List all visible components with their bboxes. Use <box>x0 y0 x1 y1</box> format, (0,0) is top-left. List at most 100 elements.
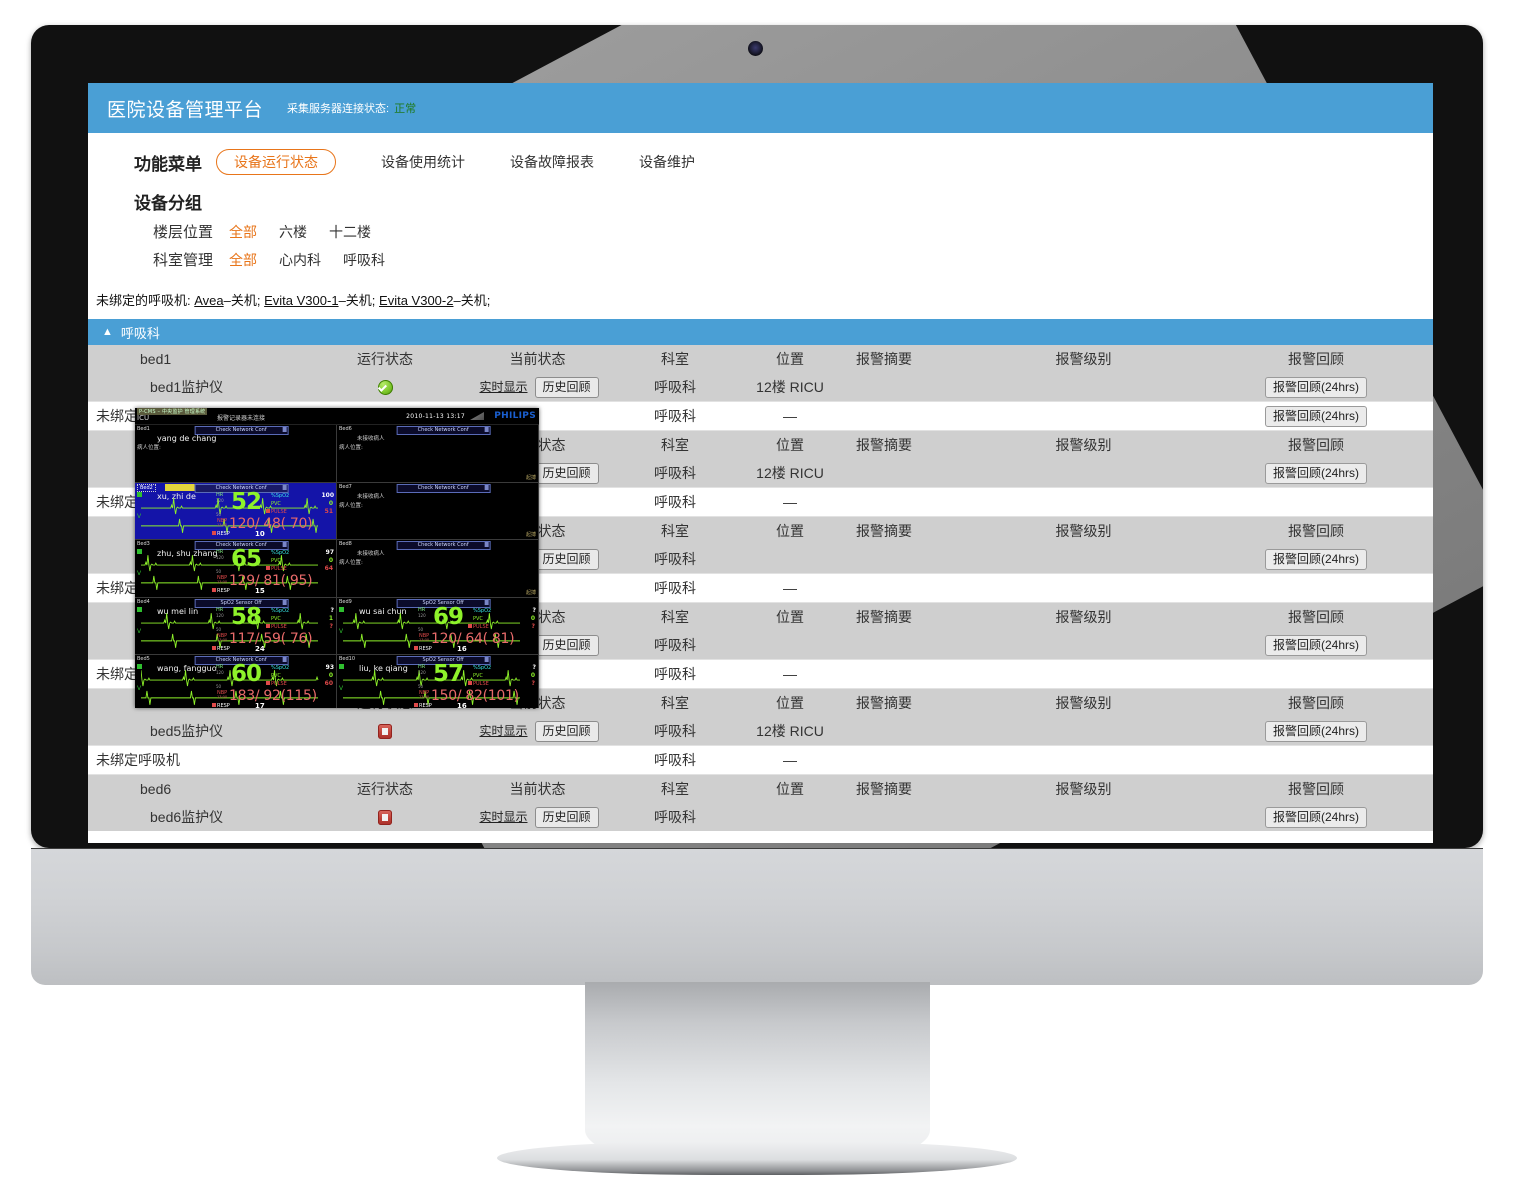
philips-header-status[interactable]: Check Network Conf <box>194 541 289 551</box>
hr-label: HR <box>418 664 426 671</box>
philips-central-station-overlay[interactable]: P-CMS – 中央监护 管理系统 ICU 报警记录器未连接 2010-11-1… <box>135 408 539 708</box>
col-location: 位置 <box>730 516 850 545</box>
printer-icon <box>470 412 484 420</box>
alarm-review-24hrs-button[interactable]: 报警回顾(24hrs) <box>1264 806 1367 828</box>
dropdown-arrow-icon[interactable] <box>282 542 287 548</box>
dropdown-arrow-icon[interactable] <box>282 599 287 605</box>
realtime-display-button[interactable]: 实时显示 <box>479 723 528 738</box>
alarm-review-24hrs-button[interactable]: 报警回顾(24hrs) <box>1264 462 1367 484</box>
pulse-label: PULSE <box>468 681 489 688</box>
philips-bed-cell[interactable]: Bed2* End Irregular HRCheck Network Conf… <box>135 482 337 541</box>
unbound-link-evita-v300-1[interactable]: Evita V300-1 <box>264 293 339 308</box>
pulse-label: PULSE <box>266 508 287 515</box>
grouping-title: 设备分组 <box>134 194 202 213</box>
filter-floor-all[interactable]: 全部 <box>229 223 258 240</box>
philips-bed-cell[interactable]: Bed8 Check Network Conf 未接收病人 病人位置: 起搏 <box>337 540 539 598</box>
vent-alarm-review <box>1191 487 1433 517</box>
dropdown-arrow-icon[interactable] <box>484 484 489 490</box>
chevron-up-icon[interactable]: ▲ <box>102 325 113 338</box>
group-bar-respiratory[interactable]: ▲ 呼吸科 <box>88 319 1433 345</box>
tab-device-run-state[interactable]: 设备运行状态 <box>216 149 336 175</box>
pulse-value: 64 <box>324 565 333 573</box>
col-dept: 科室 <box>620 345 730 373</box>
dropdown-arrow-icon[interactable] <box>282 427 287 432</box>
device-alarm-review: 报警回顾(24hrs) <box>1191 803 1433 831</box>
alarm-review-24hrs-button[interactable]: 报警回顾(24hrs) <box>1264 720 1367 742</box>
spo2-value: 93 <box>325 664 334 672</box>
philips-bed-cell[interactable]: Bed6 Check Network Conf 未接收病人 病人位置: 起搏 <box>337 425 539 483</box>
table-header-row: bed6 运行状态 当前状态 科室 位置 报警摘要 报警级别 报警回顾 <box>88 774 1433 803</box>
dropdown-arrow-icon[interactable] <box>484 599 489 605</box>
philips-header-status[interactable]: Check Network Conf <box>194 656 289 666</box>
philips-header-status[interactable]: Check Network Conf <box>396 483 491 493</box>
philips-header-status[interactable]: Check Network Conf <box>396 426 491 435</box>
vent-location: — <box>730 401 850 431</box>
tab-device-maintenance[interactable]: 设备维护 <box>639 154 695 170</box>
philips-bed-id: Bed8 <box>339 541 352 548</box>
pulse-value: ? <box>531 680 535 688</box>
hr-value: 58 <box>231 603 262 630</box>
filter-floor-6[interactable]: 六楼 <box>279 223 308 240</box>
filter-dept-cardiology[interactable]: 心内科 <box>279 251 322 268</box>
alarm-review-24hrs-button[interactable]: 报警回顾(24hrs) <box>1264 634 1367 656</box>
philips-header-status[interactable]: SpO2 Sensor Off <box>194 598 289 608</box>
history-review-button[interactable]: 历史回顾 <box>534 376 599 398</box>
realtime-display-button[interactable]: 实时显示 <box>479 809 528 824</box>
philips-vitals: HR 120 50 60 %SpO2 93 PVC 0 PULSE 60 NBP 13:00 183/ … <box>212 661 335 708</box>
dropdown-arrow-icon[interactable] <box>484 542 489 548</box>
vent-dept: 呼吸科 <box>620 573 730 603</box>
dropdown-arrow-icon[interactable] <box>484 657 489 663</box>
filter-dept-respiratory[interactable]: 呼吸科 <box>343 251 386 268</box>
vent-location: — <box>730 745 850 775</box>
hr-upper-limit: 120 <box>418 612 426 618</box>
philips-header-status[interactable]: SpO2 Sensor Off <box>396 656 491 666</box>
philips-bed-cell[interactable]: Bed7 Check Network Conf 未接收病人 病人位置: 起搏 <box>337 482 539 541</box>
dropdown-arrow-icon[interactable] <box>282 657 287 663</box>
philips-header-status[interactable]: SpO2 Sensor Off <box>396 598 491 608</box>
device-location <box>730 803 850 831</box>
dropdown-arrow-icon[interactable] <box>282 484 287 490</box>
col-current-state: 当前状态 <box>455 774 620 803</box>
pulse-value: 51 <box>324 507 333 515</box>
history-review-button[interactable]: 历史回顾 <box>534 634 599 656</box>
alarm-review-24hrs-button[interactable]: 报警回顾(24hrs) <box>1264 405 1367 427</box>
device-alarm-summary <box>850 459 976 488</box>
pvc-value: 0 <box>328 672 333 680</box>
history-review-button[interactable]: 历史回顾 <box>534 720 599 742</box>
unbound-link-avea[interactable]: Avea <box>194 293 224 308</box>
philips-no-patient: 未接收病人 <box>357 436 385 442</box>
filter-floor-12[interactable]: 十二楼 <box>329 223 372 240</box>
device-alarm-level <box>976 717 1191 746</box>
history-review-button[interactable]: 历史回顾 <box>534 548 599 570</box>
lead-label-v: V <box>137 685 142 693</box>
realtime-display-button[interactable]: 实时显示 <box>479 379 528 394</box>
nbp-time: 13:00 <box>419 695 430 700</box>
lead-label-v: V <box>137 627 142 635</box>
col-alarm-review: 报警回顾 <box>1191 602 1433 631</box>
unbound-vent-label: 未绑定呼吸机 <box>88 745 315 775</box>
tab-device-usage-stats[interactable]: 设备使用统计 <box>381 154 465 170</box>
philips-header-status[interactable]: Check Network Conf <box>396 541 491 551</box>
tab-device-fault-report[interactable]: 设备故障报表 <box>510 154 594 170</box>
device-actions: 实时显示历史回顾 <box>455 803 620 831</box>
menu-row: 功能菜单 设备运行状态 设备使用统计 设备故障报表 设备维护 <box>134 145 1433 179</box>
alarm-review-24hrs-button[interactable]: 报警回顾(24hrs) <box>1264 376 1367 398</box>
dropdown-arrow-icon[interactable] <box>484 427 489 432</box>
history-review-button[interactable]: 历史回顾 <box>534 806 599 828</box>
unbound-link-evita-v300-2[interactable]: Evita V300-2 <box>379 293 454 308</box>
philips-patient-name: wang, fangguo <box>157 664 217 674</box>
philips-bed-cell[interactable]: Bed1 Check Network Conf yang de chang 病人位置: <box>135 425 337 483</box>
philips-bed-id: Bed5 <box>137 656 150 663</box>
philips-header-status[interactable]: Check Network Conf <box>194 483 289 493</box>
alarm-review-24hrs-button[interactable]: 报警回顾(24hrs) <box>1264 548 1367 570</box>
philips-header-status[interactable]: Check Network Conf <box>194 426 289 435</box>
vent-dept: 呼吸科 <box>620 487 730 517</box>
history-review-button[interactable]: 历史回顾 <box>534 462 599 484</box>
browser-screen: 医院设备管理平台 采集服务器连接状态: 正常 功能菜单 设备运行状态 设备使用统… <box>88 83 1433 843</box>
filter-dept-all[interactable]: 全部 <box>229 251 258 268</box>
